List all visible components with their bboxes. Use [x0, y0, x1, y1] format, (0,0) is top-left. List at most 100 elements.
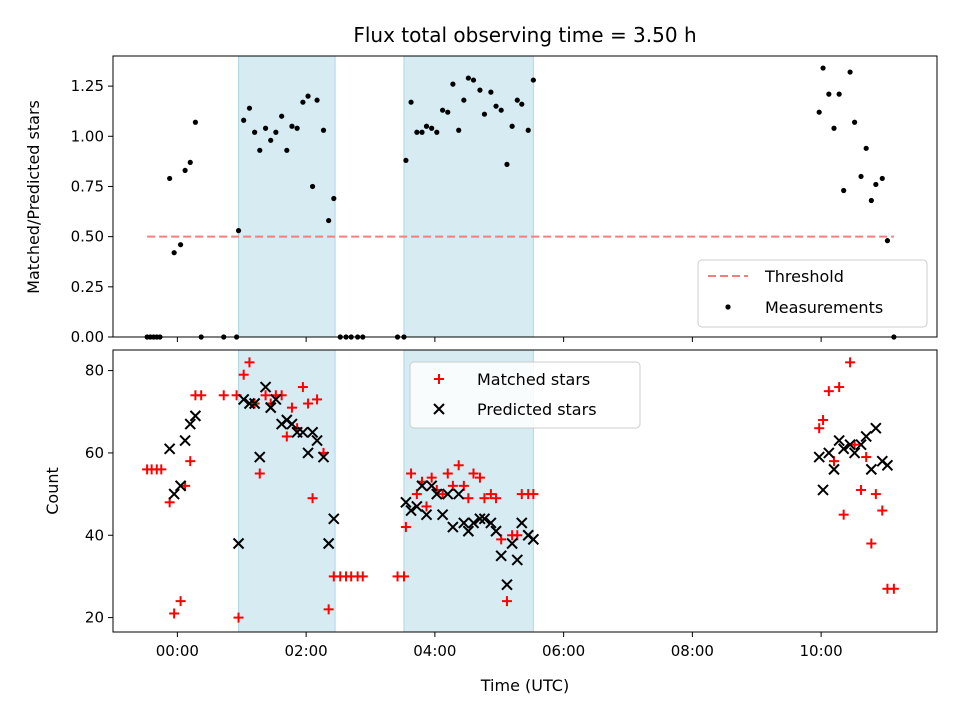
- top-legend: Threshold Measurements: [697, 259, 928, 328]
- legend-matched-swatch: [434, 374, 444, 384]
- matched-star-point: [244, 357, 255, 368]
- top-axes-frame: [112, 55, 938, 338]
- measurement-point: [419, 129, 425, 135]
- measurement-point: [423, 123, 430, 129]
- matched-star-point: [169, 608, 180, 619]
- top-y-tick-label: 0.75: [71, 177, 104, 195]
- predicted-star-points: [163, 381, 894, 591]
- matched-star-point: [437, 489, 448, 500]
- matched-star-point: [312, 394, 323, 405]
- bottom-x-tick-label: 06:00: [542, 642, 585, 660]
- predicted-star-point: [189, 410, 202, 422]
- measurement-point: [450, 81, 456, 87]
- matched-star-point: [406, 468, 417, 479]
- predicted-star-point: [813, 451, 825, 463]
- predicted-star-point: [411, 500, 423, 513]
- matched-star-point: [297, 382, 308, 393]
- measurement-point: [836, 91, 842, 97]
- measurement-point: [305, 93, 311, 99]
- predicted-star-point: [184, 418, 196, 430]
- measurement-point: [182, 167, 188, 174]
- bottom-y-tick-label: 40: [85, 526, 104, 544]
- legend-measurements-label: Measurements: [765, 298, 883, 317]
- matched-star-point: [856, 484, 867, 495]
- matched-star-point: [238, 369, 249, 380]
- measurement-point: [241, 117, 247, 123]
- predicted-star-point: [860, 430, 872, 443]
- predicted-star-point: [265, 401, 277, 414]
- predicted-star-point: [416, 480, 428, 492]
- matched-star-point: [442, 468, 453, 479]
- predicted-star-point: [870, 422, 882, 434]
- measurement-point: [331, 195, 337, 202]
- bottom-y-tick-label: 20: [85, 609, 104, 627]
- legend-matched-label: Matched stars: [477, 370, 590, 389]
- legend-predicted-label: Predicted stars: [477, 400, 597, 419]
- measurement-point: [445, 109, 451, 115]
- bottom-y-tick-label: 60: [85, 444, 104, 462]
- matched-star-point: [260, 390, 271, 401]
- predicted-star-point: [431, 488, 443, 500]
- matched-star-point: [888, 583, 899, 594]
- matched-star-point: [474, 472, 485, 483]
- matched-star-point: [501, 596, 512, 607]
- predicted-star-point: [400, 496, 412, 509]
- predicted-star-point: [302, 447, 314, 459]
- predicted-star-point: [823, 447, 835, 459]
- legend-predicted-swatch: [433, 403, 445, 415]
- chart-title: Flux total observing time = 3.50 h: [353, 23, 696, 47]
- measurement-point: [279, 113, 285, 119]
- predicted-star-point: [837, 443, 850, 455]
- matched-star-point: [829, 456, 839, 467]
- measurement-point: [414, 129, 420, 135]
- measurement-point: [440, 107, 446, 113]
- matched-star-point: [281, 431, 292, 442]
- matched-star-point: [814, 423, 825, 434]
- matched-star-point: [175, 596, 186, 607]
- matched-star-point: [185, 456, 196, 467]
- predicted-star-point: [485, 517, 497, 529]
- measurement-point: [514, 97, 520, 103]
- matched-star-point: [411, 489, 422, 500]
- measurement-point: [326, 217, 332, 224]
- matched-star-point: [400, 522, 411, 533]
- matched-star-point: [156, 464, 167, 475]
- bottom-x-tick-label: 04:00: [413, 642, 456, 660]
- measurement-point: [262, 125, 269, 131]
- measurement-point: [403, 157, 409, 163]
- measurement-point: [525, 127, 531, 133]
- matched-star-point: [323, 604, 334, 615]
- top-y-axis-ticks: 0.00 0.25 0.50 0.75 1.00 1.25: [71, 77, 113, 346]
- bottom-x-tick-label: 00:00: [156, 642, 199, 660]
- top-y-tick-label: 1.00: [71, 127, 104, 145]
- measurement-point: [465, 75, 471, 81]
- measurement-point: [320, 127, 327, 133]
- ratio-panel: 0.00 0.25 0.50 0.75 1.00 1.25 Matched/Predict…: [24, 55, 938, 346]
- predicted-star-point: [855, 438, 867, 451]
- predicted-star-point: [462, 525, 475, 537]
- measurement-point: [294, 125, 300, 131]
- measurement-point: [477, 87, 483, 93]
- measurement-point: [816, 109, 822, 115]
- measurement-point: [820, 65, 826, 71]
- predicted-star-point: [447, 521, 459, 533]
- predicted-star-point: [306, 426, 319, 439]
- legend-threshold-label: Threshold: [764, 267, 844, 286]
- predicted-star-point: [270, 393, 282, 406]
- bottom-x-tick-label: 10:00: [800, 642, 843, 660]
- predicted-star-point: [436, 508, 449, 521]
- measurement-point: [504, 161, 510, 167]
- shaded-interval-0: [238, 349, 336, 633]
- measurement-point: [868, 197, 874, 204]
- measurement-point: [408, 99, 414, 105]
- matched-star-point: [233, 612, 244, 623]
- measurement-point: [235, 228, 242, 234]
- predicted-star-point: [478, 513, 491, 525]
- predicted-star-point: [243, 397, 256, 410]
- predicted-star-point: [516, 517, 528, 529]
- predicted-star-point: [442, 488, 454, 500]
- matched-star-point: [496, 534, 507, 545]
- measurement-point: [257, 147, 263, 153]
- predicted-star-point: [495, 550, 507, 562]
